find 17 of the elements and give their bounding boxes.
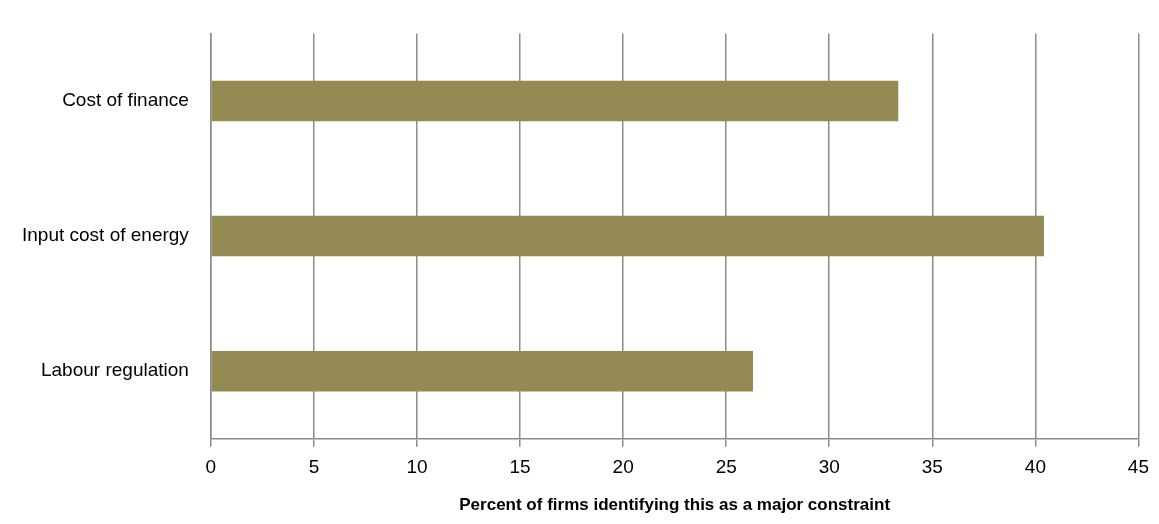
- y-tick-label: Input cost of energy: [21, 224, 190, 246]
- x-tick-label: 30: [818, 456, 840, 478]
- x-tick-label: 10: [406, 456, 428, 478]
- x-tick-label: 40: [1024, 456, 1046, 478]
- x-tick-label: 45: [1127, 456, 1149, 478]
- x-tick-label: 35: [921, 456, 943, 478]
- x-tick-label: 5: [308, 456, 320, 478]
- x-tick-label: 0: [205, 456, 217, 478]
- x-tick-label: 20: [612, 456, 634, 478]
- bar: [211, 350, 753, 392]
- y-tick-label: Cost of finance: [62, 89, 189, 111]
- x-tick-label: 15: [509, 456, 531, 478]
- bar: [211, 215, 1045, 257]
- y-tick-label: Labour regulation: [40, 359, 189, 381]
- bar: [211, 80, 899, 122]
- x-axis-title: Percent of firms identifying this as a major constraint: [459, 495, 891, 515]
- x-tick-label: 25: [715, 456, 737, 478]
